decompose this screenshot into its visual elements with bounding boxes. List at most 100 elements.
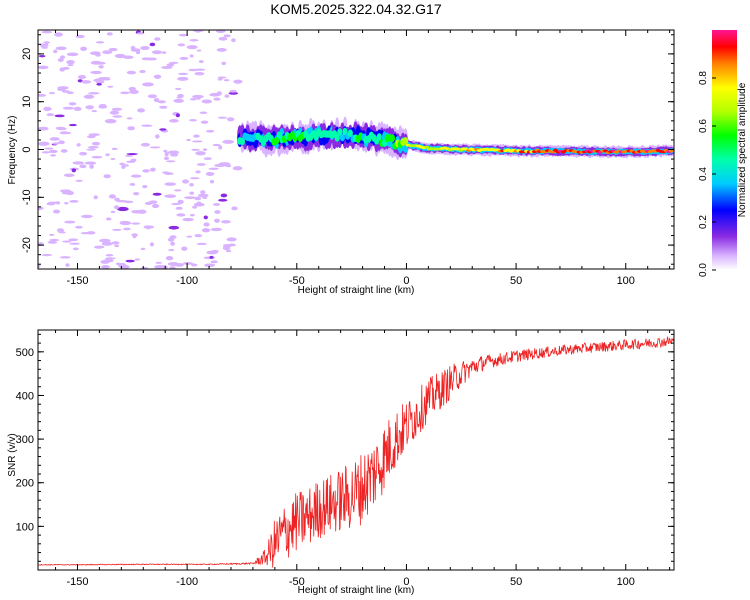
noise-speckle bbox=[149, 42, 156, 47]
colorbar-tick-label: 0.2 bbox=[698, 215, 709, 229]
noise-speckle bbox=[182, 179, 190, 184]
x-tick-label: -50 bbox=[289, 576, 305, 588]
ridge-cell bbox=[339, 133, 346, 142]
noise-speckle bbox=[201, 228, 211, 233]
noise-speckle bbox=[91, 141, 101, 146]
noise-speckle bbox=[218, 198, 228, 202]
ridge-cell bbox=[402, 137, 409, 145]
noise-speckle bbox=[137, 209, 147, 214]
noise-speckle bbox=[88, 133, 101, 137]
noise-speckle bbox=[226, 237, 237, 242]
noise-speckle bbox=[80, 46, 87, 51]
noise-speckle bbox=[194, 234, 203, 238]
noise-speckle bbox=[114, 244, 120, 248]
noise-speckle bbox=[164, 182, 177, 186]
noise-speckle bbox=[113, 205, 120, 210]
noise-speckle bbox=[197, 193, 209, 198]
spectrogram-y-ticks: -20 -10 0 10 20 bbox=[21, 34, 674, 265]
noise-speckle bbox=[169, 266, 176, 269]
noise-speckle bbox=[161, 51, 167, 54]
noise-speckle bbox=[77, 79, 83, 83]
noise-speckle bbox=[61, 240, 72, 243]
x-tick-label: 0 bbox=[403, 275, 409, 287]
noise-speckle bbox=[80, 232, 92, 235]
noise-speckle bbox=[62, 106, 75, 110]
noise-speckle bbox=[71, 168, 77, 173]
snr-frame bbox=[37, 329, 675, 571]
noise-speckle bbox=[214, 218, 220, 223]
ridge-cell bbox=[376, 133, 382, 141]
x-tick-label: 50 bbox=[510, 576, 522, 588]
noise-speckle bbox=[38, 93, 47, 97]
ridge-cell bbox=[337, 128, 343, 136]
noise-speckle bbox=[56, 228, 64, 233]
noise-speckle bbox=[116, 206, 129, 212]
noise-speckle bbox=[43, 41, 51, 44]
noise-speckle bbox=[176, 213, 186, 217]
noise-speckle bbox=[43, 106, 52, 112]
noise-speckle bbox=[148, 200, 158, 204]
x-tick-label: 100 bbox=[617, 275, 635, 287]
noise-speckle bbox=[177, 72, 189, 76]
noise-speckle bbox=[181, 246, 188, 251]
noise-speckle bbox=[192, 30, 204, 33]
noise-speckle bbox=[106, 32, 113, 36]
snr-y-ticks: 100 200 300 400 500 bbox=[16, 333, 674, 571]
noise-speckle bbox=[62, 66, 70, 70]
noise-speckle bbox=[189, 177, 200, 180]
noise-speckle bbox=[101, 265, 111, 269]
noise-speckle bbox=[232, 166, 243, 171]
noise-speckle bbox=[164, 151, 169, 157]
noise-speckle bbox=[49, 149, 58, 154]
noise-speckle bbox=[83, 94, 95, 99]
noise-speckle bbox=[72, 247, 79, 251]
noise-speckle bbox=[80, 214, 93, 219]
noise-speckle bbox=[86, 148, 96, 151]
y-tick-label: 100 bbox=[16, 521, 34, 533]
noise-speckle bbox=[95, 53, 101, 57]
noise-speckle bbox=[75, 225, 83, 229]
noise-speckle bbox=[196, 201, 202, 205]
noise-speckle bbox=[79, 164, 87, 169]
noise-speckle bbox=[134, 258, 141, 261]
noise-speckle bbox=[121, 164, 126, 170]
noise-speckle bbox=[165, 256, 174, 261]
noise-speckle bbox=[111, 107, 123, 111]
ridge-cell bbox=[274, 136, 280, 145]
noise-speckle bbox=[208, 167, 219, 171]
noise-speckle bbox=[87, 145, 99, 149]
noise-speckle bbox=[137, 108, 146, 113]
noise-speckle bbox=[41, 46, 49, 49]
noise-speckle bbox=[157, 100, 166, 104]
noise-speckle bbox=[189, 97, 197, 101]
noise-speckle bbox=[229, 89, 237, 93]
noise-speckle bbox=[54, 114, 65, 118]
noise-speckle bbox=[98, 65, 104, 69]
noise-speckle bbox=[194, 71, 205, 76]
noise-speckle bbox=[49, 238, 60, 242]
noise-speckle bbox=[186, 138, 191, 142]
noise-speckle bbox=[198, 60, 204, 64]
noise-speckle bbox=[190, 213, 195, 217]
noise-speckle bbox=[104, 119, 117, 124]
noise-speckle bbox=[67, 64, 74, 67]
noise-speckle bbox=[228, 91, 239, 95]
noise-speckle bbox=[223, 34, 231, 38]
noise-speckle bbox=[69, 242, 81, 245]
noise-speckle bbox=[55, 46, 67, 51]
noise-speckle bbox=[201, 99, 213, 104]
noise-speckle bbox=[75, 34, 85, 39]
noise-speckle bbox=[177, 76, 189, 81]
noise-speckle bbox=[120, 91, 130, 95]
noise-speckle bbox=[196, 97, 201, 100]
noise-speckle bbox=[196, 163, 206, 166]
noise-speckle bbox=[58, 140, 65, 145]
noise-speckle bbox=[107, 85, 114, 88]
noise-speckle bbox=[233, 79, 243, 84]
noise-speckle bbox=[200, 120, 209, 124]
y-tick-label: 500 bbox=[16, 347, 34, 359]
x-tick-label: 50 bbox=[510, 275, 522, 287]
noise-speckle bbox=[186, 235, 193, 238]
ridge-cell bbox=[424, 145, 430, 149]
noise-speckle bbox=[177, 199, 184, 204]
